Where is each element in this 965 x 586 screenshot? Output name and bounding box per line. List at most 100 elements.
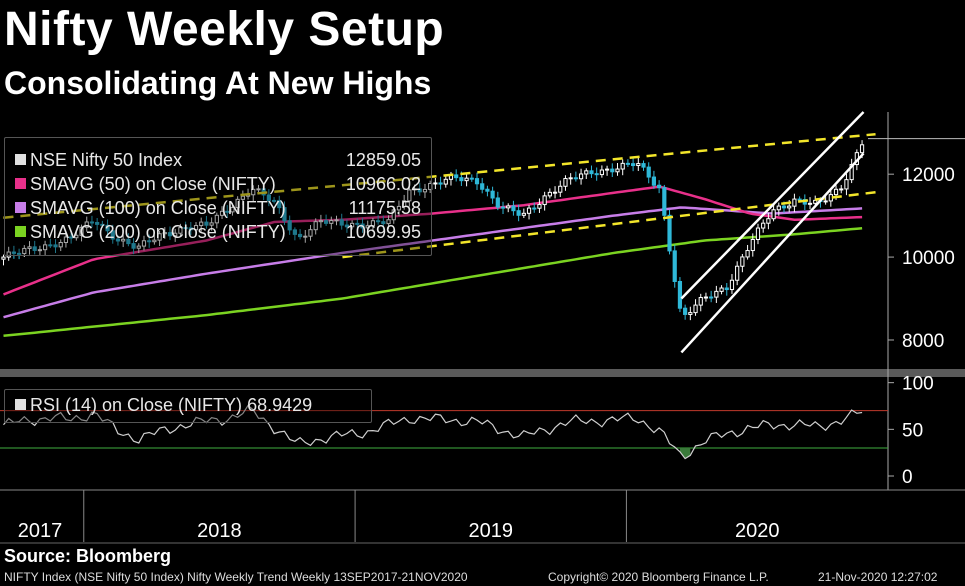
y-tick-label: 10000 xyxy=(902,248,955,269)
candle-body xyxy=(84,221,89,228)
candle-body xyxy=(672,250,677,282)
candle-body xyxy=(578,173,584,180)
candle-body xyxy=(74,234,79,239)
rsi-legend-value: 68.9429 xyxy=(247,395,313,415)
candle-body xyxy=(631,163,636,167)
candle-body xyxy=(454,174,459,179)
candle-body xyxy=(251,188,256,196)
candle-body xyxy=(709,296,714,299)
candle-body xyxy=(594,173,599,176)
candle-body xyxy=(532,207,537,210)
legend-label: SMAVG (100) on Close (NIFTY) xyxy=(30,198,286,218)
candle-body xyxy=(69,236,74,239)
candle-body xyxy=(360,223,365,229)
candle-body xyxy=(141,240,147,247)
page-title: Nifty Weekly Setup xyxy=(4,3,445,56)
rsi-legend-label: RSI (14) on Close (NIFTY) xyxy=(30,395,243,415)
candle-body xyxy=(308,229,313,237)
candle-body xyxy=(147,240,152,243)
candle-body xyxy=(422,188,428,193)
candle-body xyxy=(344,224,350,228)
rsi-axis: 0 50 100 xyxy=(888,374,934,488)
candle-body xyxy=(63,236,69,243)
candle-body xyxy=(391,209,396,221)
legend-value: 10699.95 xyxy=(345,222,421,242)
price-legend: NSE Nifty 50 Index 12859.05 SMAVG (50) o… xyxy=(4,137,432,256)
candle-body xyxy=(16,252,22,255)
candle-body xyxy=(37,249,43,252)
candle-body xyxy=(740,256,745,267)
candle-body xyxy=(193,225,199,231)
candle-body xyxy=(219,210,225,216)
sma200-line xyxy=(3,226,863,338)
legend-value: 11175.58 xyxy=(348,198,421,218)
legend-item-index: NSE Nifty 50 Index xyxy=(15,148,182,172)
panel-frame xyxy=(0,112,965,544)
candle-body xyxy=(105,224,110,232)
candle-body xyxy=(188,227,193,231)
candle-body xyxy=(688,312,693,315)
page-subtitle: Consolidating At New Highs xyxy=(4,65,432,101)
candle-body xyxy=(849,164,854,181)
candle-body xyxy=(152,239,157,243)
candle-body xyxy=(303,235,308,238)
candle-body xyxy=(443,178,448,185)
candle-body xyxy=(724,287,729,291)
candle-body xyxy=(126,238,131,245)
candle-body xyxy=(136,245,141,249)
candle-body xyxy=(230,207,235,213)
candle-body xyxy=(225,210,230,213)
candle-body xyxy=(433,182,438,185)
candle-body xyxy=(53,244,58,248)
legend-label: SMAVG (200) on Close (NIFTY) xyxy=(30,222,286,242)
channel-line xyxy=(680,152,865,354)
x-tick-label: 2020 xyxy=(735,520,780,542)
candle-body xyxy=(199,221,204,227)
candle-body xyxy=(89,221,95,224)
candle-body xyxy=(110,230,115,240)
legend-item-sma100: SMAVG (100) on Close (NIFTY) xyxy=(15,196,286,220)
candle-body xyxy=(204,221,209,226)
candle-body xyxy=(386,219,391,225)
candle-body xyxy=(641,163,646,168)
legend-label: NSE Nifty 50 Index xyxy=(30,150,183,170)
candle-body xyxy=(568,177,573,180)
candle-body xyxy=(506,205,511,209)
candle-body xyxy=(526,207,532,214)
candle-body xyxy=(839,188,844,191)
x-tick-label: 2018 xyxy=(197,520,242,542)
candle-body xyxy=(469,177,474,180)
candle-body xyxy=(516,210,521,216)
candle-body xyxy=(214,214,219,224)
candle-body xyxy=(162,232,167,235)
candle-body xyxy=(610,168,615,173)
candle-body xyxy=(719,287,724,292)
rsi-legend: RSI (14) on Close (NIFTY) 68.9429 xyxy=(4,389,372,423)
candle-body xyxy=(693,304,698,314)
candle-body xyxy=(651,176,657,186)
candle-body xyxy=(474,178,480,185)
candle-body xyxy=(396,205,402,211)
panel-divider xyxy=(0,369,965,377)
legend-swatch xyxy=(15,154,26,165)
candle-body xyxy=(599,169,604,176)
candle-body xyxy=(500,206,506,209)
candle-body xyxy=(173,232,178,237)
price-axis: 8000 10000 12000 xyxy=(868,138,965,352)
candle-body xyxy=(823,200,828,203)
legend-value: 10966.02 xyxy=(345,174,421,194)
candle-body xyxy=(115,238,121,242)
candle-body xyxy=(511,205,516,212)
candle-body xyxy=(755,227,761,240)
candle-body xyxy=(95,221,100,225)
legend-label: SMAVG (50) on Close (NIFTY) xyxy=(30,174,276,194)
candle-body xyxy=(365,225,370,229)
candle-body xyxy=(339,219,344,226)
footer-timestamp: 21-Nov-2020 12:27:02 xyxy=(818,570,938,584)
candle-body xyxy=(22,247,27,255)
legend-item-sma200: SMAVG (200) on Close (NIFTY) xyxy=(15,220,286,244)
candle-body xyxy=(604,168,610,171)
candle-body xyxy=(771,209,776,220)
channel-line xyxy=(680,111,865,300)
candle-body xyxy=(766,218,771,224)
